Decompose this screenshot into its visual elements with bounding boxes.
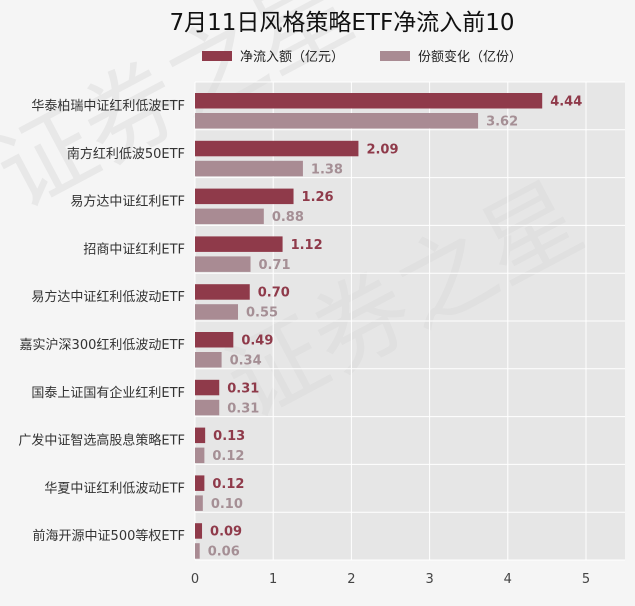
data-label-inflow: 4.44 xyxy=(550,95,582,110)
data-label-inflow: 0.09 xyxy=(210,525,242,540)
chart-title: 7月11日风格策略ETF净流入前10 xyxy=(170,10,515,36)
bar-shares xyxy=(195,447,205,464)
bar-shares xyxy=(195,543,200,559)
category-label: 广发中证智选高股息策略ETF xyxy=(18,433,185,449)
bar-inflow xyxy=(195,236,283,252)
x-tick-label: 3 xyxy=(425,572,433,587)
data-label-inflow: 0.49 xyxy=(241,334,273,349)
data-label-shares: 0.55 xyxy=(246,306,278,321)
x-tick-label: 4 xyxy=(504,572,512,587)
bar-shares xyxy=(195,256,251,272)
bar-shares xyxy=(195,399,220,416)
data-label-shares: 0.10 xyxy=(211,497,243,512)
data-label-inflow: 1.12 xyxy=(291,238,323,253)
bar-shares xyxy=(195,304,239,320)
bar-shares xyxy=(195,208,264,225)
bar-shares xyxy=(195,495,203,511)
x-tick-label: 5 xyxy=(582,572,590,587)
category-label: 易方达中证红利低波动ETF xyxy=(31,289,185,305)
data-label-inflow: 0.70 xyxy=(258,286,290,301)
category-label: 前海开源中证500等权ETF xyxy=(33,528,185,544)
data-label-shares: 0.71 xyxy=(259,258,291,273)
category-label: 国泰上证国有企业红利ETF xyxy=(31,385,185,401)
x-tick-label: 1 xyxy=(269,572,277,587)
data-label-shares: 3.62 xyxy=(486,115,518,130)
bar-inflow xyxy=(195,379,220,396)
x-tick-label: 0 xyxy=(191,572,199,587)
category-label: 嘉实沪深300红利低波动ETF xyxy=(20,337,185,353)
category-label: 招商中证红利ETF xyxy=(83,241,185,257)
category-label: 易方达中证红利ETF xyxy=(70,194,185,210)
legend-swatch-shares xyxy=(380,51,410,61)
data-label-inflow: 0.31 xyxy=(227,381,259,396)
bar-shares xyxy=(195,352,222,368)
data-label-shares: 0.31 xyxy=(227,401,259,416)
bar-inflow xyxy=(195,140,359,157)
bar-inflow xyxy=(195,475,205,491)
data-label-shares: 0.06 xyxy=(208,545,240,560)
bar-inflow xyxy=(195,427,206,444)
bar-shares xyxy=(195,160,303,177)
data-label-inflow: 0.12 xyxy=(212,477,244,492)
bar-shares xyxy=(195,113,479,129)
category-label: 华泰柏瑞中证红利低波ETF xyxy=(31,98,185,114)
legend-label-inflow: 净流入额（亿元） xyxy=(240,50,344,65)
data-label-shares: 0.88 xyxy=(272,210,304,225)
bar-inflow xyxy=(195,332,234,348)
data-label-inflow: 1.26 xyxy=(302,190,334,205)
bar-inflow xyxy=(195,188,294,205)
bar-inflow xyxy=(195,523,203,539)
legend-swatch-inflow xyxy=(202,51,232,61)
bar-inflow xyxy=(195,93,543,109)
data-label-shares: 0.12 xyxy=(212,449,244,464)
category-label: 南方红利低波50ETF xyxy=(67,146,185,162)
data-label-inflow: 0.13 xyxy=(213,429,245,444)
category-label: 华夏中证红利低波动ETF xyxy=(44,480,185,496)
bar-inflow xyxy=(195,284,250,300)
data-label-shares: 1.38 xyxy=(311,162,343,177)
legend-label-shares: 份额变化（亿份） xyxy=(418,49,522,65)
data-label-inflow: 2.09 xyxy=(366,142,398,157)
x-tick-label: 2 xyxy=(347,572,355,587)
data-label-shares: 0.34 xyxy=(230,354,262,369)
